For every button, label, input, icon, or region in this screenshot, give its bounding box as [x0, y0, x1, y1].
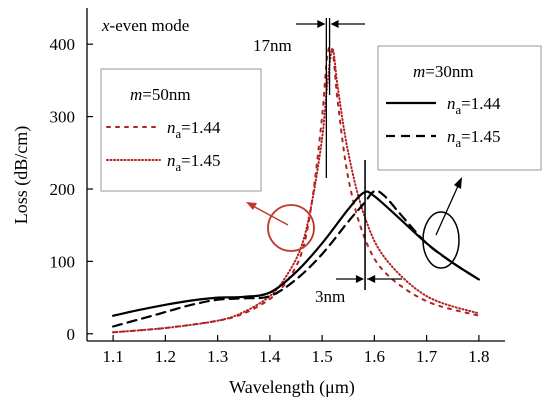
legend-box-m50 — [100, 68, 262, 192]
x-tick-label: 1.5 — [312, 347, 333, 366]
legend-label-m30: na=1.44 — [447, 94, 501, 117]
y-tick-label: 300 — [50, 108, 76, 127]
y-tick-label: 200 — [50, 180, 76, 199]
plot-layer: 1.1 1.2 1.3 1.4 1.5 1.6 1.7 1.8 0 100 200 300 400 m=5… — [50, 8, 542, 366]
legend-box-m30 — [377, 45, 542, 171]
y-tick-label: 400 — [50, 35, 76, 54]
x-tick-label: 1.6 — [364, 347, 385, 366]
y-tick-label: 0 — [67, 325, 76, 344]
x-tick-label: 1.2 — [155, 347, 176, 366]
annotation-3nm: 3nm — [315, 287, 345, 306]
legend-label-m50: na=1.45 — [167, 151, 221, 174]
x-axis-label: Wavelength (μm) — [229, 377, 355, 398]
callout-arrowhead-m30 — [454, 177, 462, 189]
series-line-50nm-1.45 — [112, 48, 480, 334]
arrowhead-3nm — [355, 275, 364, 283]
arrowhead-17nm — [330, 20, 339, 28]
series-line-50nm-1.44 — [112, 45, 480, 334]
callout-arrow-m30 — [435, 185, 459, 236]
callout-circle-m50 — [267, 204, 315, 252]
x-tick-label: 1.8 — [468, 347, 489, 366]
x-tick-label: 1.4 — [259, 347, 281, 366]
x-tick-label: 1.7 — [416, 347, 438, 366]
arrowhead-17nm — [317, 20, 326, 28]
x-tick-label: 1.1 — [103, 347, 124, 366]
x-tick-label: 1.3 — [207, 347, 228, 366]
annotation-17nm: 17nm — [253, 36, 292, 55]
callout-arrowhead-m50 — [246, 202, 257, 210]
legend-label-m30: na=1.45 — [447, 127, 501, 150]
callout-arrow-m50 — [252, 205, 289, 226]
legend-title-m30: m=30nm — [413, 62, 474, 81]
arrowhead-3nm — [367, 275, 376, 283]
callout-ellipse-m30 — [422, 211, 460, 269]
mode-label: x-even mode — [101, 16, 189, 35]
legend-title-m50: m=50nm — [130, 85, 191, 104]
y-tick-label: 100 — [50, 252, 76, 271]
y-axis-label: Loss (dB/cm) — [11, 126, 32, 225]
legend-label-m50: na=1.44 — [167, 118, 221, 141]
series-line-30nm-1.45 — [112, 189, 480, 328]
series-line-30nm-1.44 — [112, 190, 480, 317]
